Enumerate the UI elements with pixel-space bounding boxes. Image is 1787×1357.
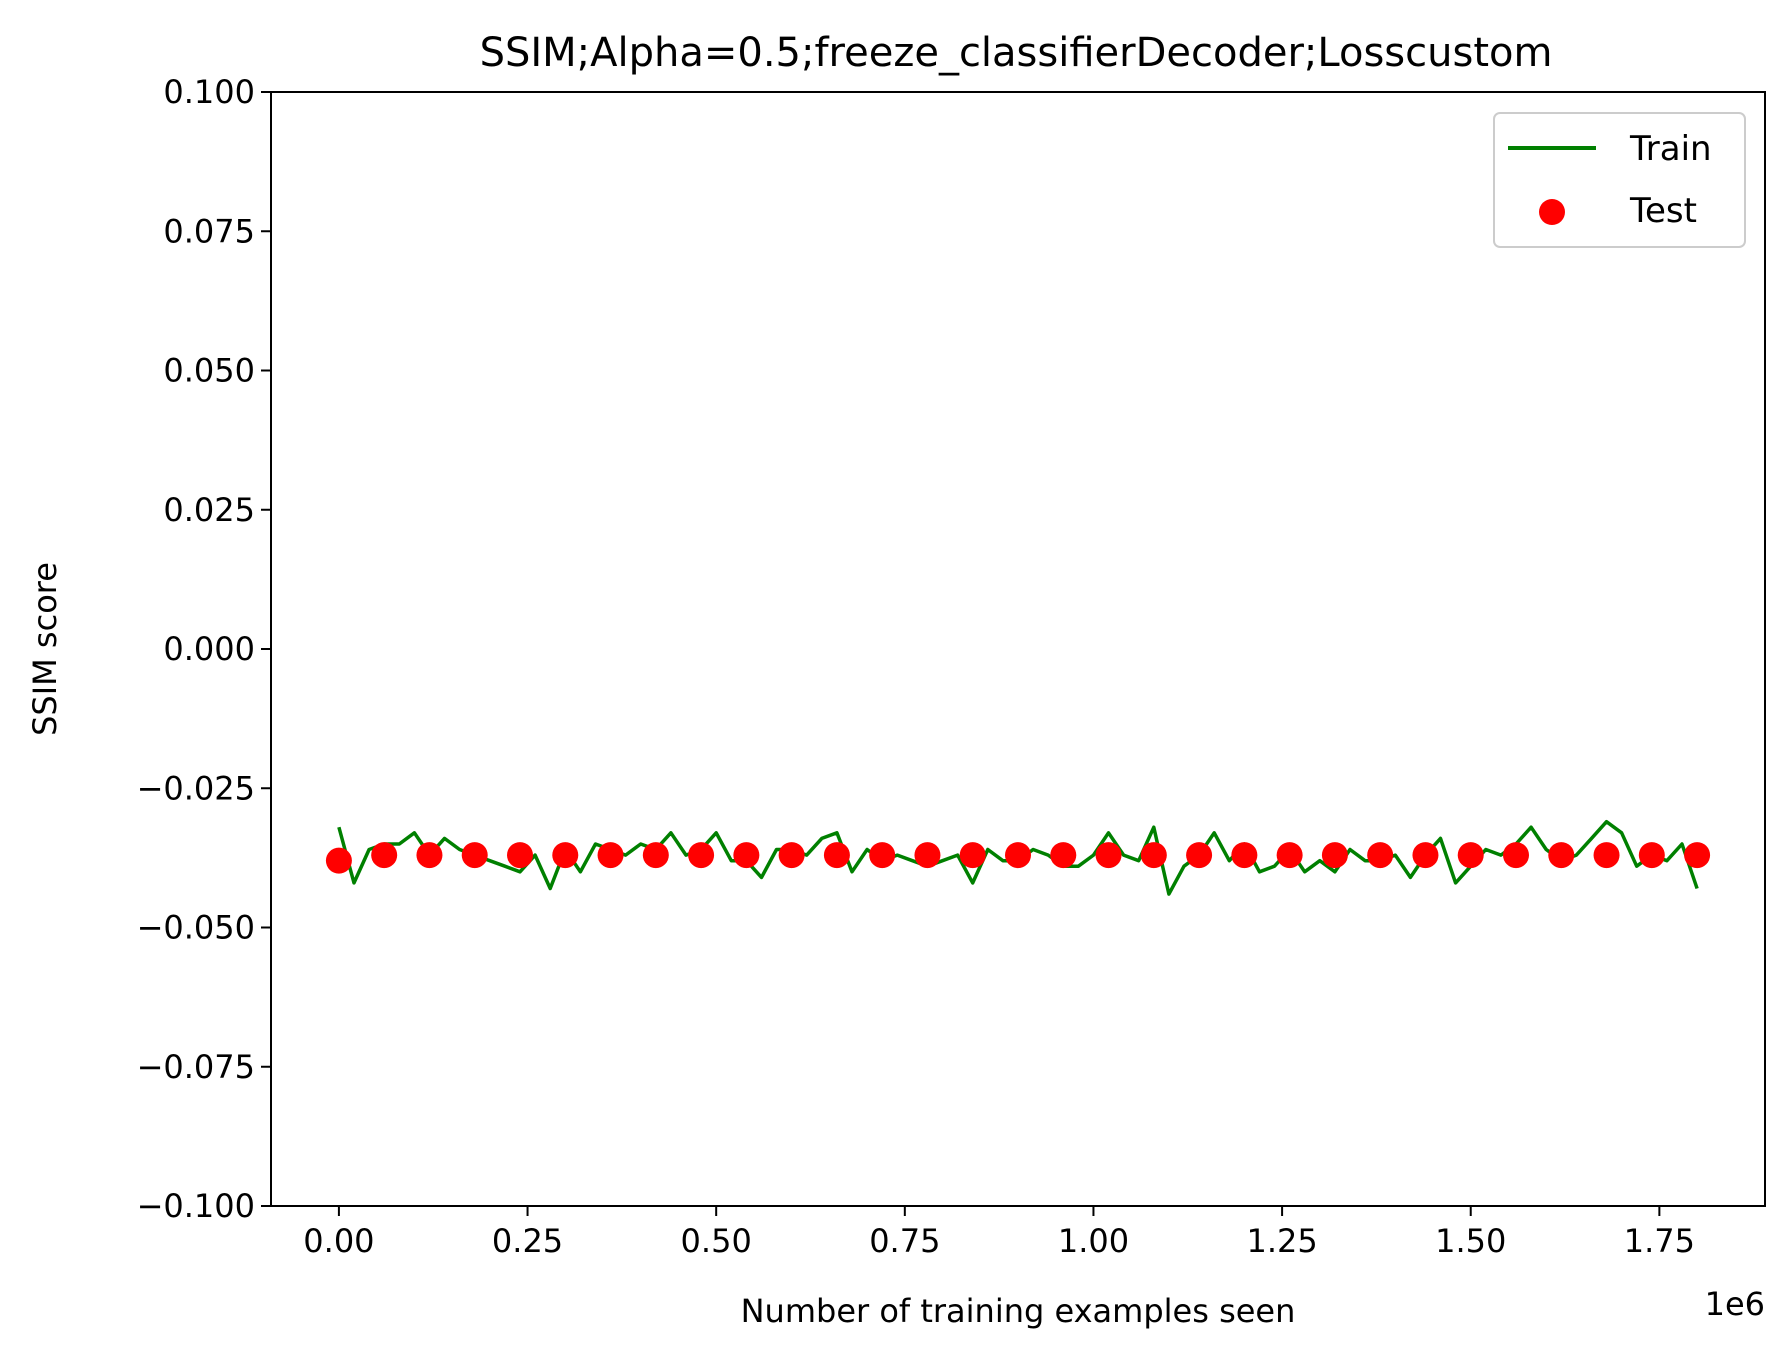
test-series-point: [733, 842, 760, 869]
test-series-point: [1140, 842, 1167, 869]
test-series-point: [325, 847, 352, 874]
test-series-point: [869, 842, 896, 869]
x-tick-label: 0.50: [681, 1222, 752, 1260]
x-tick-label: 1.50: [1435, 1222, 1506, 1260]
y-tick-label: 0.000: [163, 630, 255, 668]
test-series-point: [642, 842, 669, 869]
test-series-point: [1503, 842, 1529, 869]
test-series-point: [1548, 842, 1575, 869]
legend-test-label: Test: [1629, 191, 1697, 231]
x-tick-label: 0.00: [303, 1222, 374, 1260]
test-series-point: [1367, 842, 1394, 869]
chart-title: SSIM;Alpha=0.5;freeze_classifierDecoder;…: [480, 30, 1553, 76]
legend: Train Test: [1493, 112, 1746, 248]
test-series-point: [461, 842, 488, 869]
y-tick-label: −0.025: [137, 769, 255, 807]
test-series-point: [914, 842, 941, 869]
test-series-point: [823, 842, 850, 869]
y-tick-label: −0.100: [137, 1187, 255, 1225]
test-series-point: [1593, 842, 1620, 869]
test-series-point: [778, 842, 805, 869]
test-series-point: [507, 842, 533, 869]
test-series-point: [1638, 842, 1665, 869]
test-series-point: [597, 842, 624, 869]
test-series-point: [1457, 842, 1484, 869]
y-tick-label: 0.075: [163, 212, 255, 250]
test-series-point: [1005, 842, 1031, 869]
y-axis-label: SSIM score: [26, 562, 64, 736]
test-series-point: [416, 842, 443, 869]
test-series-point: [1231, 842, 1258, 869]
y-tick-label: −0.075: [137, 1048, 255, 1086]
plot-content: [325, 819, 1711, 896]
y-tick-label: 0.025: [163, 491, 255, 529]
legend-train-label: Train: [1629, 129, 1712, 169]
legend-test-marker-swatch: [1539, 199, 1565, 225]
test-series-point: [688, 842, 715, 869]
x-tick-label: 1.75: [1624, 1222, 1695, 1260]
y-tick-label: 0.050: [163, 352, 255, 390]
y-axis-ticks: −0.100 −0.075 −0.050 −0.025 0.000 0.025 0.050 0…: [137, 73, 271, 1225]
test-series-point: [371, 842, 398, 869]
test-series-point: [1050, 842, 1077, 869]
test-series-point: [1276, 842, 1303, 869]
test-series-point: [1095, 842, 1122, 869]
test-series-point: [552, 842, 579, 869]
test-series-point: [1412, 842, 1439, 869]
y-tick-label: −0.050: [137, 909, 255, 947]
x-axis-offset-text: 1e6: [1705, 1285, 1765, 1323]
test-series-point: [1321, 842, 1348, 869]
plot-frame: [270, 91, 1766, 1207]
test-series-point: [959, 842, 986, 869]
x-tick-label: 0.75: [869, 1222, 940, 1260]
test-series-point: [1684, 842, 1711, 869]
test-series-point: [1186, 842, 1213, 869]
x-axis-ticks: 0.00 0.25 0.50 0.75 1.00 1.25 1.50 1.75: [303, 1206, 1695, 1260]
y-tick-label: 0.100: [163, 73, 255, 111]
x-axis-label: Number of training examples seen: [741, 1292, 1296, 1330]
x-tick-label: 0.25: [492, 1222, 563, 1260]
x-tick-label: 1.00: [1058, 1222, 1129, 1260]
x-tick-label: 1.25: [1246, 1222, 1317, 1260]
